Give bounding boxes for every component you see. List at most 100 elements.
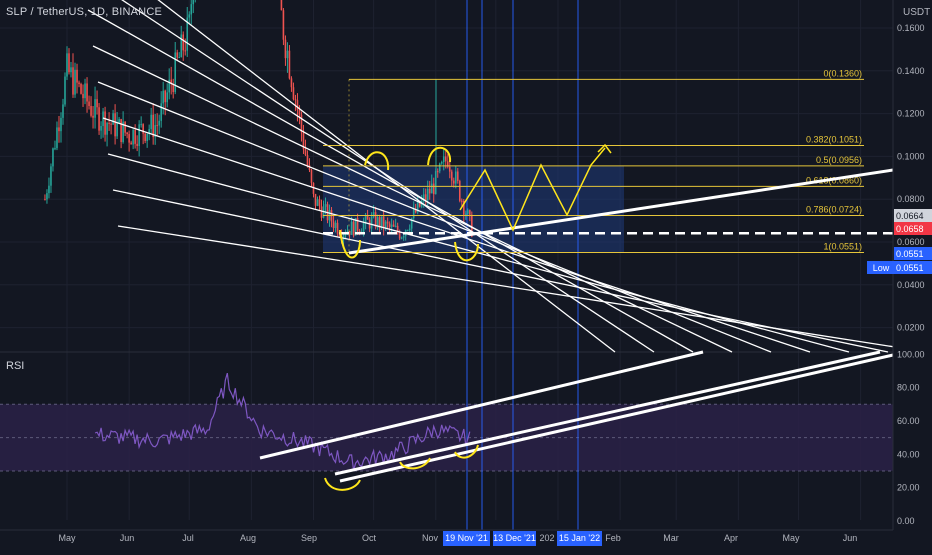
- candle-body: [310, 170, 313, 183]
- candle-body: [290, 78, 293, 88]
- candle-body: [286, 50, 289, 59]
- time-highlight-label: 19 Nov '21: [445, 533, 488, 543]
- candle-body: [96, 99, 98, 108]
- current-price-tag: 0.0664: [896, 211, 924, 221]
- currency-label: USDT: [903, 7, 931, 18]
- rsi-upper-trendline: [259, 350, 704, 460]
- candle-body: [400, 237, 403, 239]
- candle-body: [98, 107, 100, 131]
- candle-body: [58, 127, 60, 132]
- time-axis-label: Apr: [724, 533, 738, 543]
- time-axis: May Jun Jul Aug Sep Oct Nov 202 Feb Mar Apr May Jun 1…: [58, 531, 857, 546]
- rsi-curve-1: [324, 477, 361, 491]
- candle-body: [188, 14, 191, 18]
- rsi-axis: 100.00 80.00 60.00 40.00 20.00 0.00: [897, 349, 925, 526]
- candle-body: [72, 67, 74, 95]
- fib-level-label: 0.382(0.1051): [806, 134, 862, 144]
- candle-body: [362, 222, 365, 232]
- candle-body: [150, 114, 152, 130]
- candle-body: [178, 57, 181, 59]
- cup-left: [339, 229, 361, 259]
- time-axis-label: Jul: [182, 533, 194, 543]
- candle-body: [110, 123, 112, 125]
- price-axis: 0.1600 0.1400 0.1200 0.1000 0.0800 0.0600 0.04…: [897, 23, 925, 333]
- candle-body: [350, 221, 353, 235]
- candle-body: [452, 180, 455, 184]
- candle-body: [364, 215, 367, 223]
- rsi-curve-2: [399, 457, 431, 470]
- candle-body: [302, 132, 305, 150]
- candle-body: [192, 0, 195, 5]
- time-highlight-label: 13 Dec '21: [493, 533, 536, 543]
- low-price-tag-2-bg: [894, 261, 932, 274]
- candle-body: [316, 199, 319, 206]
- time-axis-label: Oct: [362, 533, 377, 543]
- candle-body: [394, 225, 397, 227]
- candle-body: [370, 216, 373, 229]
- channel-line: [107, 153, 850, 353]
- time-highlight-bg: [557, 531, 602, 546]
- candle-body: [116, 122, 118, 137]
- candle-body: [90, 106, 92, 116]
- candle-body: [374, 212, 377, 228]
- channel-line: [117, 225, 928, 353]
- candle-body: [76, 69, 78, 83]
- candle-body: [70, 67, 72, 73]
- time-axis-label: May: [782, 533, 800, 543]
- candle-body: [298, 109, 301, 115]
- rsi-label: RSI: [6, 360, 25, 372]
- fib-levels: 0(0.1360)0.382(0.1051)0.5(0.0956)0.618(0…: [323, 68, 864, 253]
- candle-body: [166, 92, 168, 103]
- price-axis-label: 0.0600: [897, 237, 925, 247]
- channel-line: [112, 189, 889, 353]
- candle-body: [142, 124, 144, 134]
- time-axis-label: Feb: [605, 533, 621, 543]
- candle-body: [62, 104, 64, 118]
- price-axis-label: 0.0800: [897, 194, 925, 204]
- candle-body: [430, 183, 433, 194]
- candle-body: [390, 224, 393, 227]
- candle-body: [120, 119, 122, 143]
- candle-body: [154, 125, 156, 137]
- price-axis-label: 0.1000: [897, 151, 925, 161]
- candle-body: [64, 76, 66, 105]
- candle-body: [398, 232, 401, 239]
- candle-body: [130, 142, 132, 145]
- candle-body: [170, 79, 173, 85]
- candle-body: [50, 166, 52, 186]
- candle-body: [132, 129, 134, 145]
- rsi-lower-trendline-2: [339, 353, 894, 483]
- candle-body: [460, 200, 463, 202]
- candle-body: [164, 90, 166, 103]
- candle-body: [172, 84, 175, 92]
- candle-body: [469, 210, 471, 215]
- candle-body: [288, 50, 291, 79]
- candle-body: [318, 199, 321, 207]
- candle-body: [52, 148, 54, 167]
- time-axis-label: Sep: [301, 533, 317, 543]
- rsi-lower-trendline-1: [334, 350, 881, 476]
- candle-body: [158, 120, 160, 126]
- candle-body: [442, 156, 445, 163]
- candle-body: [440, 162, 443, 164]
- candle-body: [314, 193, 317, 206]
- fib-level-label: 0.5(0.0956): [816, 155, 862, 165]
- candle-body: [146, 133, 148, 141]
- candle-body: [160, 103, 162, 121]
- rising-trendline: [348, 168, 894, 255]
- time-axis-label: May: [58, 533, 76, 543]
- candle-body: [68, 53, 70, 73]
- candle-body: [408, 228, 411, 231]
- candle-body: [176, 52, 179, 58]
- price-axis-label: 0.0200: [897, 323, 925, 333]
- candle-body: [448, 166, 451, 172]
- time-axis-label: Jun: [120, 533, 135, 543]
- candle-body: [128, 134, 130, 143]
- candle-body: [118, 119, 120, 123]
- candle-body: [414, 208, 417, 213]
- candle-body: [471, 214, 473, 237]
- candle-body: [186, 17, 189, 51]
- candle-body: [422, 194, 425, 201]
